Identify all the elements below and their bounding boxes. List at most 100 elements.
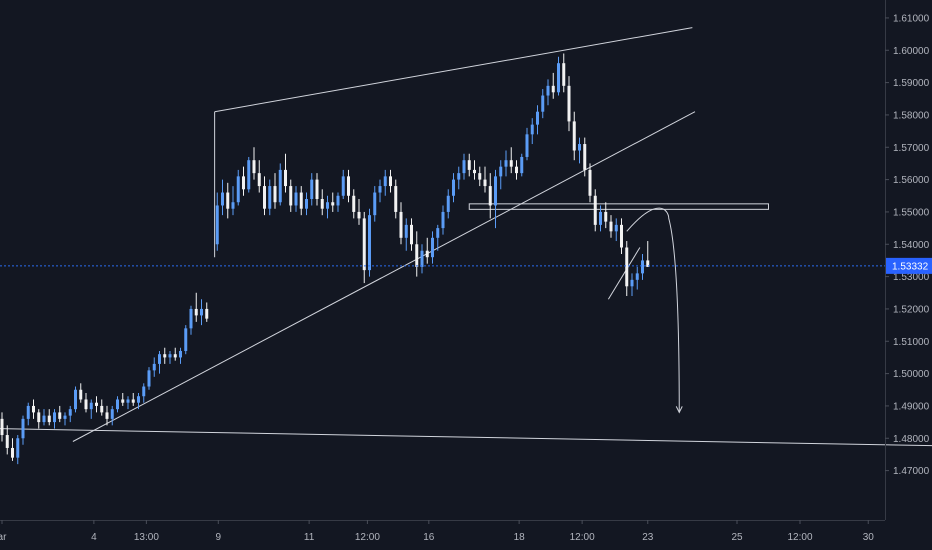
upper-channel-line[interactable] xyxy=(214,27,693,113)
candle-body[interactable] xyxy=(410,224,413,245)
candle-body[interactable] xyxy=(121,399,125,403)
candle-body[interactable] xyxy=(116,399,119,410)
candle-body[interactable] xyxy=(89,402,93,410)
candle-body[interactable] xyxy=(315,179,319,199)
candle-body[interactable] xyxy=(179,350,182,358)
candle-body[interactable] xyxy=(289,186,293,206)
candle-body[interactable] xyxy=(368,215,371,271)
candle-body[interactable] xyxy=(21,418,25,439)
candle-body[interactable] xyxy=(263,186,266,209)
candle-body[interactable] xyxy=(268,186,272,209)
candle-body[interactable] xyxy=(284,169,287,187)
candle-body[interactable] xyxy=(278,169,282,203)
candle-body[interactable] xyxy=(373,192,377,216)
projection-arrow[interactable] xyxy=(626,207,680,413)
candle-body[interactable] xyxy=(520,156,524,174)
candle-body[interactable] xyxy=(221,192,224,206)
candle-body[interactable] xyxy=(137,396,140,403)
candle-body[interactable] xyxy=(242,176,245,190)
candle-body[interactable] xyxy=(572,121,576,151)
candle-body[interactable] xyxy=(0,418,4,436)
candle-body[interactable] xyxy=(620,224,623,248)
candle-body[interactable] xyxy=(609,221,613,232)
candle-body[interactable] xyxy=(452,179,455,196)
candle-body[interactable] xyxy=(562,63,566,86)
candle-body[interactable] xyxy=(331,202,335,206)
candle-body[interactable] xyxy=(494,176,497,206)
candle-body[interactable] xyxy=(525,134,529,157)
candle-body[interactable] xyxy=(599,211,602,225)
candle-body[interactable] xyxy=(142,386,146,397)
candle-body[interactable] xyxy=(236,176,240,203)
candle-body[interactable] xyxy=(110,409,114,419)
candle-body[interactable] xyxy=(541,95,545,112)
candle-body[interactable] xyxy=(515,166,518,174)
candle-body[interactable] xyxy=(336,195,340,206)
candle-body[interactable] xyxy=(536,111,539,125)
candle-body[interactable] xyxy=(347,176,350,196)
candle-body[interactable] xyxy=(273,186,277,203)
candle-body[interactable] xyxy=(58,412,62,419)
candle-body[interactable] xyxy=(546,85,550,96)
candle-body[interactable] xyxy=(341,176,345,196)
lower-trendline[interactable] xyxy=(72,111,696,442)
candle-body[interactable] xyxy=(42,415,46,423)
candle-body[interactable] xyxy=(247,160,251,190)
candle-body[interactable] xyxy=(436,228,440,238)
candle-body[interactable] xyxy=(173,354,177,358)
candle-body[interactable] xyxy=(131,399,135,403)
candle-body[interactable] xyxy=(189,308,193,329)
candle-body[interactable] xyxy=(320,199,324,209)
x-axis[interactable]: ar 4 13:00 9 11 12:00 16 18 12:00 23 25 12:00 30 xyxy=(0,520,874,543)
candle-body[interactable] xyxy=(462,160,466,174)
candle-body[interactable] xyxy=(457,173,461,180)
candle-body[interactable] xyxy=(226,192,230,209)
drawings-layer[interactable] xyxy=(0,27,932,448)
candle-body[interactable] xyxy=(557,63,560,93)
candle-body[interactable] xyxy=(646,260,650,267)
candle-body[interactable] xyxy=(63,415,67,419)
candle-body[interactable] xyxy=(399,211,403,238)
candle-body[interactable] xyxy=(205,308,209,319)
candle-body[interactable] xyxy=(53,412,56,423)
candle-body[interactable] xyxy=(357,211,361,219)
candle-body[interactable] xyxy=(362,218,366,271)
candle-body[interactable] xyxy=(378,186,382,193)
candle-body[interactable] xyxy=(95,402,98,406)
candle-body[interactable] xyxy=(389,176,392,187)
candle-body[interactable] xyxy=(578,144,581,151)
candle-body[interactable] xyxy=(158,354,161,364)
candle-body[interactable] xyxy=(604,211,608,222)
candle-body[interactable] xyxy=(231,202,235,209)
candle-body[interactable] xyxy=(11,447,14,458)
candle-body[interactable] xyxy=(37,412,41,423)
bottom-trendline[interactable] xyxy=(0,428,932,448)
candle-body[interactable] xyxy=(184,328,188,351)
candle-body[interactable] xyxy=(68,409,72,416)
candle-body[interactable] xyxy=(499,166,503,177)
candle-body[interactable] xyxy=(215,205,219,245)
candle-body[interactable] xyxy=(420,250,424,267)
candle-body[interactable] xyxy=(625,247,629,287)
candle-body[interactable] xyxy=(299,192,303,209)
candle-body[interactable] xyxy=(467,160,471,170)
candle-body[interactable] xyxy=(473,169,476,174)
candle-body[interactable] xyxy=(583,144,587,170)
candle-body[interactable] xyxy=(488,186,492,206)
candle-body[interactable] xyxy=(126,399,130,403)
candle-body[interactable] xyxy=(163,354,167,358)
candle-body[interactable] xyxy=(509,160,513,167)
candle-body[interactable] xyxy=(530,124,534,135)
candle-body[interactable] xyxy=(168,354,172,358)
candle-body[interactable] xyxy=(79,389,83,400)
candle-body[interactable] xyxy=(630,279,634,287)
candle-body[interactable] xyxy=(415,244,419,267)
candle-body[interactable] xyxy=(100,405,104,413)
candle-body[interactable] xyxy=(305,199,308,209)
candle-body[interactable] xyxy=(588,169,592,196)
candle-body[interactable] xyxy=(105,412,109,419)
candle-body[interactable] xyxy=(567,85,571,122)
candle-body[interactable] xyxy=(5,435,9,448)
candle-body[interactable] xyxy=(257,173,261,187)
